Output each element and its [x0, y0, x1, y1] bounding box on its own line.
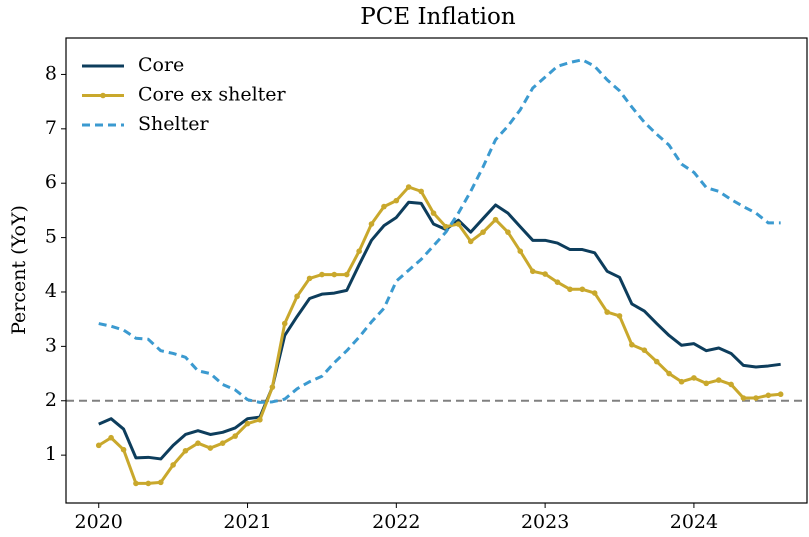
plot-frame: [65, 37, 808, 504]
series-marker: [715, 377, 722, 383]
legend-label: Shelter: [138, 113, 209, 135]
x-tick-label: 2024: [670, 511, 718, 533]
series-marker: [542, 271, 548, 277]
series-marker: [591, 290, 598, 296]
series-marker: [740, 395, 747, 401]
x-tick-label: 2021: [223, 511, 271, 533]
series-marker: [480, 229, 486, 235]
series-marker: [728, 381, 734, 388]
series-marker: [517, 248, 524, 254]
series-marker: [244, 420, 251, 427]
series-marker: [579, 286, 586, 293]
y-tick-label: 2: [45, 389, 57, 411]
series-marker: [567, 286, 573, 293]
series-marker: [393, 197, 400, 204]
series-marker: [666, 370, 672, 377]
series-marker: [343, 271, 350, 278]
legend-marker: [100, 92, 106, 99]
x-tick-label: 2020: [75, 511, 123, 533]
series-marker: [319, 271, 325, 278]
series-marker: [604, 309, 610, 315]
series-marker: [405, 184, 412, 190]
series-line: [98, 58, 781, 404]
series-line: [97, 185, 781, 485]
series-marker: [133, 480, 139, 487]
series-marker: [95, 442, 102, 449]
series-marker: [294, 293, 300, 300]
y-tick-label: 1: [45, 443, 57, 465]
series-marker: [777, 391, 784, 398]
series-marker: [753, 395, 759, 401]
series-marker: [368, 221, 375, 227]
series-marker: [641, 347, 648, 353]
y-tick-label: 5: [45, 226, 57, 248]
series-marker: [306, 275, 313, 282]
series-marker: [281, 320, 288, 327]
series-marker: [381, 203, 387, 210]
series-marker: [678, 378, 685, 385]
series-marker: [616, 313, 623, 319]
y-axis-label: Percent (YoY): [8, 205, 30, 335]
chart-title: PCE Inflation: [360, 4, 516, 30]
series-marker: [629, 341, 635, 348]
series-marker: [232, 433, 238, 439]
series-marker: [554, 279, 561, 285]
series-marker: [170, 462, 176, 468]
series-marker: [418, 188, 424, 195]
series-marker: [430, 210, 437, 216]
series-marker: [455, 221, 462, 227]
series-marker: [207, 445, 214, 451]
series-marker: [467, 238, 474, 245]
y-tick-label: 8: [45, 62, 57, 84]
series-marker: [529, 268, 536, 275]
series-marker: [157, 479, 164, 486]
y-tick-label: 7: [45, 117, 57, 139]
y-tick-label: 3: [45, 334, 57, 356]
y-tick-label: 4: [45, 280, 57, 302]
series-marker: [356, 248, 362, 254]
series-marker: [269, 384, 276, 390]
legend-label: Core: [138, 54, 184, 76]
series-marker: [257, 416, 263, 423]
series-marker: [505, 229, 511, 235]
series-marker: [108, 434, 114, 441]
series-marker: [765, 392, 772, 399]
x-tick-label: 2022: [372, 511, 420, 533]
series-marker: [492, 216, 499, 223]
legend-label: Core ex shelter: [138, 84, 287, 106]
series-marker: [653, 358, 660, 365]
series-marker: [145, 480, 152, 487]
series-marker: [443, 223, 449, 230]
x-tick-label: 2023: [521, 511, 569, 533]
series-marker: [703, 380, 710, 387]
series-marker: [219, 440, 226, 446]
y-tick-label: 6: [45, 171, 57, 193]
series-marker: [195, 440, 201, 446]
series-marker: [120, 446, 127, 453]
series-marker: [331, 271, 338, 278]
series-marker: [691, 375, 697, 381]
series-marker: [182, 447, 189, 454]
series-line: [98, 200, 781, 461]
